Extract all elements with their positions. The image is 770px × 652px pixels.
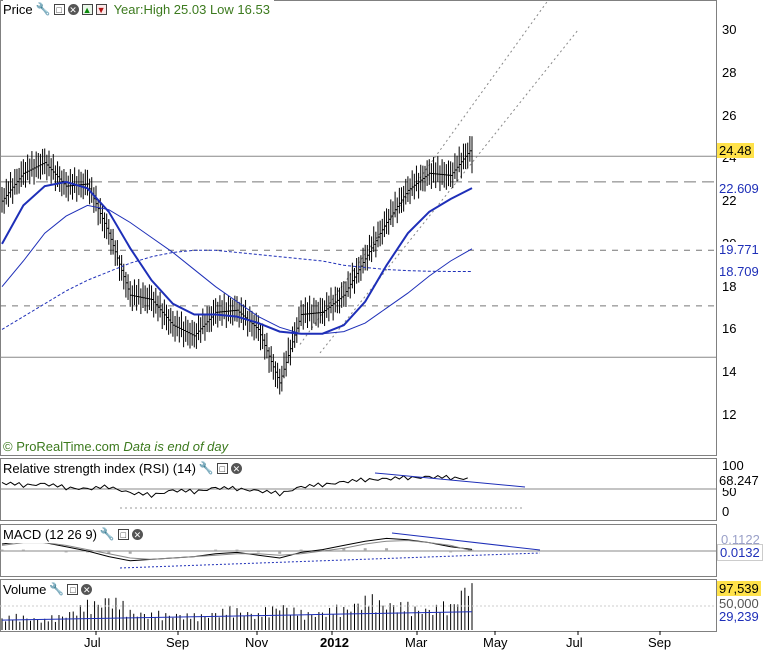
ma-long-tag: 18.709 xyxy=(717,264,761,279)
close-icon[interactable]: ✕ xyxy=(67,3,79,15)
rsi-panel-label: Relative strength index (RSI) (14) xyxy=(3,460,196,476)
rsi-tick-0: 0 xyxy=(722,504,730,519)
price-horizontal-lines xyxy=(0,155,716,358)
price-panel-header: Price 🔧 □ ✕ ▲ ▼ Year:High 25.03 Low 16.5… xyxy=(3,0,274,18)
price-y-tick: 26 xyxy=(722,107,737,123)
volume-tick-mid: 50,000 xyxy=(719,596,759,611)
x-axis-label: May xyxy=(483,635,508,650)
watermark-note: Data is end of day xyxy=(123,439,229,454)
maximize-icon[interactable]: □ xyxy=(67,583,79,595)
ma-dotted-line xyxy=(1,249,473,330)
close-icon[interactable]: ✕ xyxy=(81,583,93,595)
rsi-tick-100: 100 xyxy=(722,458,744,473)
volume-average-line xyxy=(1,611,473,621)
move-down-icon[interactable]: ▼ xyxy=(95,3,107,15)
macd-panel-header: MACD (12 26 9) 🔧 □ ✕ xyxy=(3,525,147,543)
ma-short-line xyxy=(1,180,473,335)
price-bars xyxy=(1,136,473,395)
ma-long-line xyxy=(1,204,473,335)
channel-lower xyxy=(319,29,579,354)
macd-line xyxy=(1,537,473,562)
price-y-tick: 16 xyxy=(722,321,737,337)
rsi-trendline xyxy=(374,472,526,488)
price-y-tick: 28 xyxy=(722,64,737,80)
price-y-tick: 30 xyxy=(722,22,737,37)
wrench-icon[interactable]: 🔧 xyxy=(99,527,115,541)
wrench-icon[interactable]: 🔧 xyxy=(35,2,51,16)
watermark: © ProRealTime.com Data is end of day xyxy=(3,439,228,454)
last-price-tag: 24.48 xyxy=(717,143,754,158)
x-axis xyxy=(95,631,661,635)
price-y-tick: 12 xyxy=(722,407,737,422)
rsi-line xyxy=(1,474,468,499)
ma-short-tag: 22.609 xyxy=(717,181,761,196)
price-y-tick: 14 xyxy=(722,364,737,380)
maximize-icon[interactable]: □ xyxy=(53,3,65,15)
macd-signal-line xyxy=(1,539,473,560)
rsi-panel-header: Relative strength index (RSI) (14) 🔧 □ ✕ xyxy=(3,459,246,477)
x-axis-label: Mar xyxy=(405,635,428,650)
ma-mid-tag: 19.771 xyxy=(717,242,761,257)
maximize-icon[interactable]: □ xyxy=(216,462,228,474)
maximize-icon[interactable]: □ xyxy=(117,528,129,540)
wrench-icon[interactable]: 🔧 xyxy=(49,582,65,596)
x-axis-label: Sep xyxy=(648,635,672,650)
volume-panel-header: Volume 🔧 □ ✕ xyxy=(3,580,97,598)
macd-trendline xyxy=(391,532,541,551)
x-axis-label: Nov xyxy=(245,635,269,650)
price-panel-frame xyxy=(0,0,717,456)
channel-upper xyxy=(299,0,549,345)
trend-channel xyxy=(299,0,579,354)
macd-value-lower: 0.0132 xyxy=(717,544,763,561)
close-icon[interactable]: ✕ xyxy=(230,462,242,474)
moving-averages xyxy=(1,180,473,335)
x-axis-label: Jul xyxy=(566,635,583,650)
price-y-tick: 18 xyxy=(722,278,737,294)
price-panel-label: Price xyxy=(3,1,33,17)
x-axis-label: Sep xyxy=(166,635,190,650)
rsi-line-group xyxy=(0,472,716,509)
volume-panel-label: Volume xyxy=(3,581,47,597)
year-stats: Year:High 25.03 Low 16.53 xyxy=(113,1,270,17)
macd-value-upper: 0.1122 xyxy=(721,532,760,547)
volume-last-tag: 97,539 xyxy=(717,581,761,596)
rsi-value-tag: 68.247 xyxy=(717,473,761,488)
wrench-icon[interactable]: 🔧 xyxy=(198,461,214,475)
x-axis-label: 2012 xyxy=(320,635,349,650)
watermark-site: © ProRealTime.com xyxy=(3,439,120,454)
close-icon[interactable]: ✕ xyxy=(131,528,143,540)
price-y-tick: 22 xyxy=(722,193,737,209)
volume-avg-tag: 29,239 xyxy=(717,609,761,624)
move-up-icon[interactable]: ▲ xyxy=(81,3,93,15)
macd-panel-label: MACD (12 26 9) xyxy=(3,526,97,542)
volume-bars xyxy=(0,583,716,630)
macd-line-group xyxy=(0,532,716,569)
x-axis-label: Jul xyxy=(84,635,101,650)
macd-lower-trendline xyxy=(119,552,541,569)
